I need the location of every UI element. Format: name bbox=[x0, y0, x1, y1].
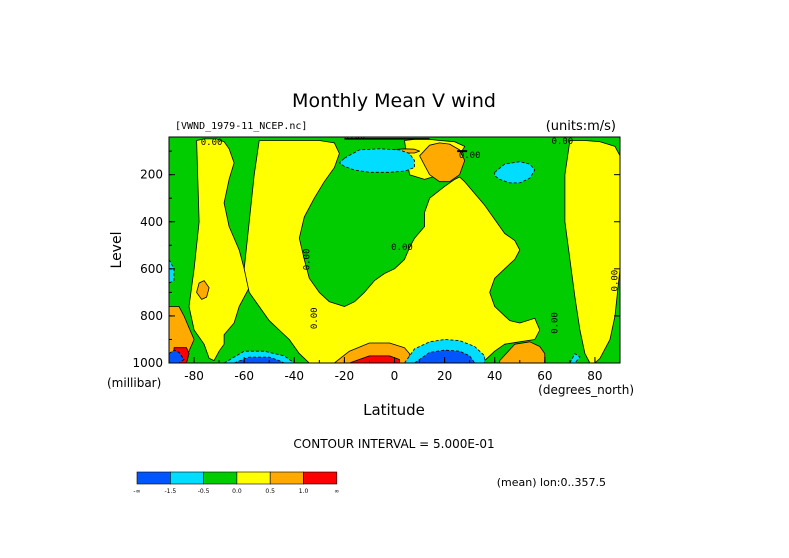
chart-title: Monthly Mean V wind bbox=[292, 90, 496, 112]
legend-tick-label: ∞ bbox=[334, 488, 339, 495]
contour-region-blue bbox=[233, 356, 285, 363]
contour-region-blue bbox=[169, 349, 185, 363]
contour-region-yellow bbox=[243, 140, 541, 363]
legend-tick-label: 1.0 bbox=[299, 488, 309, 495]
contour-region-orange bbox=[419, 142, 466, 183]
x-tick-label: 0 bbox=[391, 369, 399, 383]
y-tick-label: 200 bbox=[140, 168, 163, 182]
x-tick-label: -20 bbox=[335, 369, 355, 383]
x-tick-label: -40 bbox=[284, 369, 304, 383]
y-axis-label: Level bbox=[109, 232, 125, 269]
contour-value-label: 0.00 bbox=[610, 270, 620, 292]
legend-swatch bbox=[236, 471, 271, 485]
legend-swatch bbox=[203, 471, 238, 485]
contour-value-label: 0.00 bbox=[310, 307, 320, 329]
contour-value-label: 0.00 bbox=[302, 249, 312, 271]
contour-region-yellow bbox=[564, 140, 620, 363]
units-label: (units:m/s) bbox=[546, 119, 616, 134]
legend-swatch bbox=[303, 471, 338, 485]
x-tick-label: 80 bbox=[587, 369, 602, 383]
y-tick-label: 800 bbox=[140, 309, 163, 323]
x-tick-label: 40 bbox=[487, 369, 502, 383]
contour-value-label: 0.00 bbox=[201, 138, 223, 148]
contour-region-cyan bbox=[338, 148, 415, 173]
legend-swatch bbox=[136, 471, 171, 485]
contour-labels: 0.00 -0.00 0.00 0.00 0.00 0.00 0.00 0.00 0.00 bbox=[201, 132, 620, 334]
plot-area: 0.00 -0.00 0.00 0.00 0.00 0.00 0.00 0.00 0.00 -8… bbox=[132, 132, 621, 383]
color-legend: -∞ -1.5 -0.5 0.0 0.5 1.0 ∞ bbox=[133, 471, 339, 495]
mean-note: (mean) lon:0..357.5 bbox=[497, 476, 606, 489]
legend-tick-label: 0.0 bbox=[232, 488, 242, 495]
legend-tick-label: -0.5 bbox=[198, 488, 210, 495]
x-tick-label: 20 bbox=[437, 369, 452, 383]
x-tick-label: 60 bbox=[537, 369, 552, 383]
contour-region-red bbox=[348, 355, 400, 363]
contour-region-orange bbox=[499, 341, 546, 363]
contour-region-cyan bbox=[569, 353, 581, 363]
contour-interval-note: CONTOUR INTERVAL = 5.000E-01 bbox=[293, 437, 494, 451]
legend-swatch bbox=[170, 471, 204, 485]
contour-value-label: 0.00 bbox=[550, 312, 560, 334]
contour-value-label: 0.00 bbox=[391, 243, 413, 253]
y-axis-units: (millibar) bbox=[107, 376, 161, 390]
y-tick-label: 400 bbox=[140, 215, 163, 229]
contour-fills bbox=[169, 137, 620, 363]
legend-swatch bbox=[269, 471, 304, 485]
contour-region-yellow bbox=[188, 138, 250, 362]
x-axis-units: (degrees_north) bbox=[538, 383, 634, 397]
legend-tick-label: 0.5 bbox=[265, 488, 275, 495]
contour-value-label: 0.00 bbox=[552, 137, 574, 147]
contour-value-label: 0.00 bbox=[459, 151, 481, 161]
y-tick-label: 1000 bbox=[132, 356, 163, 370]
x-tick-label: -80 bbox=[184, 369, 204, 383]
y-tick-label: 600 bbox=[140, 262, 163, 276]
dataset-label: [VWND_1979-11_NCEP.nc] bbox=[175, 121, 307, 132]
x-axis-label: Latitude bbox=[363, 401, 425, 419]
contour-value-label: -0.00 bbox=[338, 132, 365, 142]
legend-tick-label: -1.5 bbox=[164, 488, 176, 495]
contour-region-blue bbox=[414, 349, 476, 363]
axis-ticks: -80 -60 -40 -20 0 20 40 60 80 200 400 600 800 1000 bbox=[132, 150, 621, 383]
contour-region-cyan bbox=[169, 258, 175, 284]
contour-region-orange bbox=[196, 280, 210, 300]
x-tick-label: -60 bbox=[234, 369, 254, 383]
legend-tick-label: -∞ bbox=[133, 488, 140, 495]
contour-region-cyan bbox=[494, 161, 536, 184]
